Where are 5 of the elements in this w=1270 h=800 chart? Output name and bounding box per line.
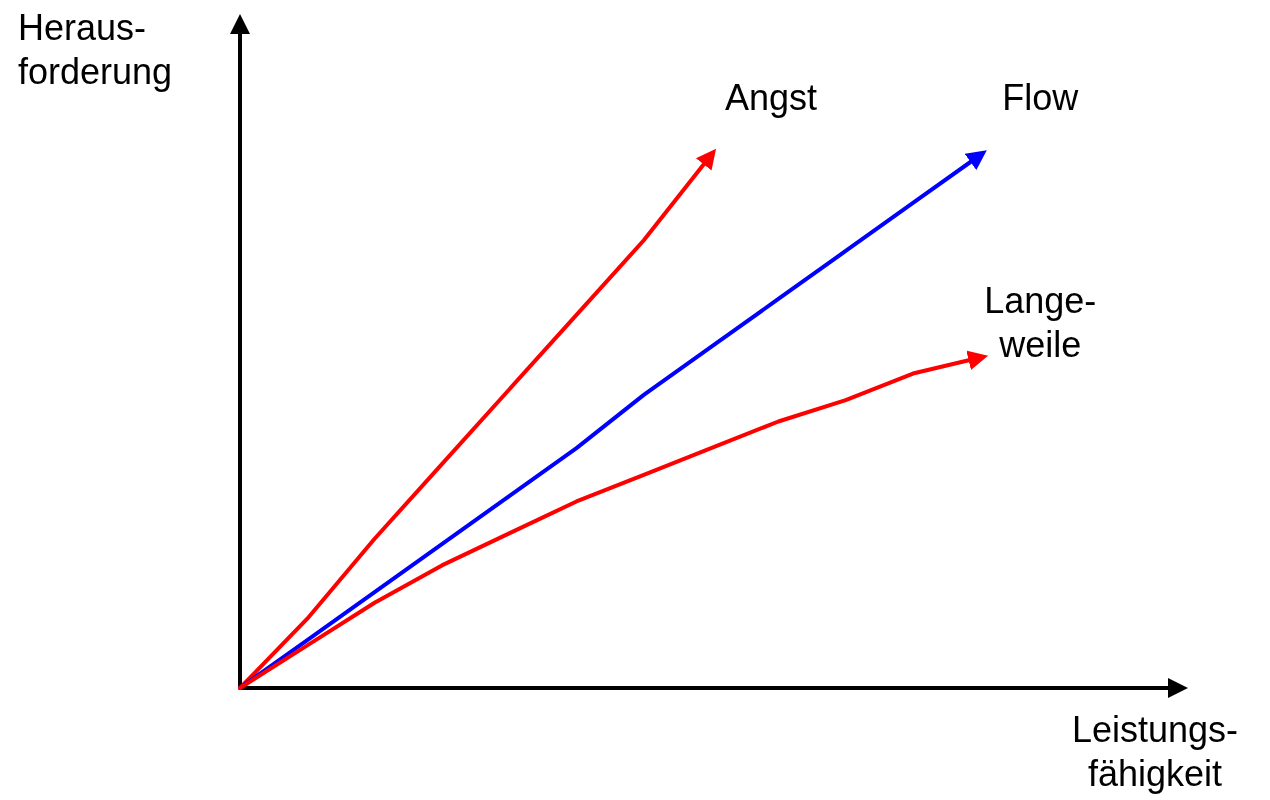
series-label: Lange- weile: [984, 279, 1097, 365]
series-label: Flow: [1002, 77, 1080, 118]
x-axis-title: Leistungs- fähigkeit: [1071, 709, 1239, 794]
series-label: Angst: [725, 77, 818, 118]
y-axis-title: Heraus- forderung: [18, 7, 173, 92]
